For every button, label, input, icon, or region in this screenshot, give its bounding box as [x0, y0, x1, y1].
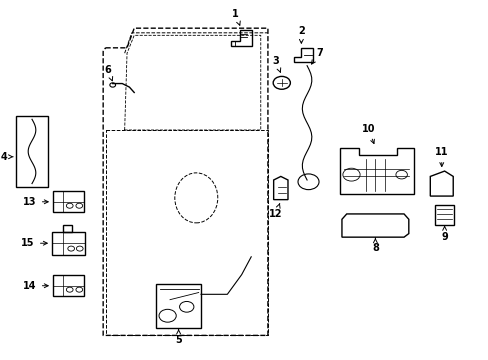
Bar	[52, 232, 85, 255]
Text: 6: 6	[104, 65, 112, 81]
Text: 9: 9	[440, 226, 447, 242]
Text: 3: 3	[272, 56, 280, 72]
Text: 10: 10	[361, 124, 374, 144]
Text: 14: 14	[23, 281, 48, 291]
Bar	[53, 275, 84, 296]
Text: 15: 15	[21, 238, 47, 248]
Text: 2: 2	[297, 26, 304, 43]
Text: 1: 1	[232, 9, 240, 25]
Bar	[434, 205, 453, 225]
Bar	[62, 225, 72, 232]
Text: 8: 8	[371, 238, 378, 253]
Bar	[53, 192, 84, 212]
Text: 5: 5	[175, 329, 182, 345]
Text: 4: 4	[1, 152, 13, 162]
Bar	[155, 284, 201, 328]
Bar	[16, 116, 48, 187]
Text: 7: 7	[311, 48, 322, 64]
Text: 12: 12	[269, 203, 282, 219]
Text: 11: 11	[434, 147, 447, 166]
Text: 13: 13	[23, 197, 48, 207]
